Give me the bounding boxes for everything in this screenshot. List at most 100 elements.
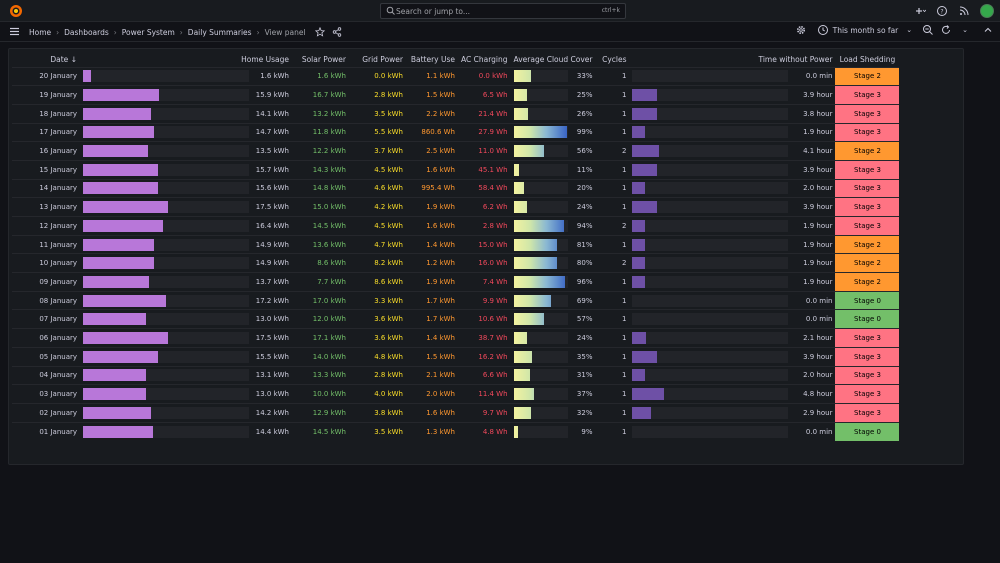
search-input[interactable]: Search or jump to... ctrl+k: [380, 3, 626, 19]
cloud-cover-bar: [513, 201, 568, 214]
battery-use-value: 1.9 kWh: [426, 203, 455, 212]
help-icon[interactable]: ?: [936, 5, 948, 17]
cycles-value: 1: [622, 296, 627, 305]
grid-power-value: 3.3 kWh: [374, 296, 403, 305]
home-usage-bar-fill: [83, 201, 168, 214]
date-cell: 07 January: [39, 315, 77, 324]
home-usage-value: 16.4 kWh: [255, 221, 289, 230]
settings-gear-icon[interactable]: [795, 24, 807, 36]
nav-bar: Home › Dashboards › Power System › Daily…: [0, 22, 1000, 42]
cloud-cover-bar: [513, 388, 568, 401]
load-shedding-cell: Stage 2: [835, 234, 900, 254]
grid-power-value: 8.6 kWh: [374, 277, 403, 286]
load-shedding-value: Stage 3: [854, 165, 881, 174]
refresh-icon[interactable]: [940, 24, 952, 36]
cloud-cover-bar-fill: [513, 406, 531, 419]
breadcrumb-dashboard[interactable]: Daily Summaries: [187, 27, 252, 37]
home-usage-value: 14.1 kWh: [255, 109, 289, 118]
time-without-power-value: 4.8 hour: [803, 390, 833, 399]
add-icon[interactable]: [914, 5, 926, 17]
cloud-cover-value: 33%: [576, 72, 593, 81]
ac-charging-value: 38.7 Wh: [478, 333, 508, 342]
battery-use-value: 1.4 kWh: [426, 333, 455, 342]
time-without-power-bar-fill: [632, 350, 658, 363]
breadcrumb-dashboards[interactable]: Dashboards: [64, 27, 109, 37]
home-usage-bar-fill: [83, 350, 158, 363]
column-header-solar-power[interactable]: Solar Power: [301, 54, 346, 64]
breadcrumb-folder[interactable]: Power System: [121, 27, 175, 37]
user-avatar[interactable]: [980, 4, 994, 18]
ac-charging-value: 9.9 Wh: [482, 296, 508, 305]
column-header-ac-charging[interactable]: AC Charging: [461, 54, 508, 64]
cloud-cover-bar: [513, 107, 568, 120]
cloud-cover-value: 35%: [576, 352, 593, 361]
time-without-power-bar: [632, 70, 789, 83]
time-without-power-bar-fill: [632, 163, 658, 176]
home-usage-value: 14.7 kWh: [255, 128, 289, 137]
ac-charging-value: 7.4 Wh: [482, 277, 508, 286]
breadcrumb-home[interactable]: Home: [29, 27, 52, 37]
time-without-power-bar-fill: [632, 275, 645, 288]
load-shedding-cell: Stage 3: [835, 122, 900, 142]
menu-icon[interactable]: [9, 26, 20, 37]
load-shedding-value: Stage 3: [854, 333, 881, 342]
column-header-cycles[interactable]: Cycles: [602, 54, 627, 64]
time-without-power-bar-fill: [632, 331, 647, 344]
column-header-battery-use[interactable]: Battery Use: [410, 54, 455, 64]
home-usage-bar-fill: [83, 182, 158, 195]
column-header-load-shedding[interactable]: Load Shedding: [839, 54, 896, 64]
home-usage-value: 13.1 kWh: [255, 371, 289, 380]
load-shedding-value: Stage 3: [854, 408, 881, 417]
grid-power-value: 3.8 kWh: [374, 408, 403, 417]
load-shedding-value: Stage 0: [854, 315, 881, 324]
solar-power-value: 14.8 kWh: [312, 184, 346, 193]
time-without-power-bar: [632, 275, 789, 288]
home-usage-bar: [83, 406, 249, 419]
ac-charging-value: 58.4 Wh: [478, 184, 508, 193]
zoom-out-icon[interactable]: [922, 24, 934, 36]
column-header-date[interactable]: Date ↓: [50, 54, 77, 64]
load-shedding-cell: Stage 2: [835, 272, 900, 292]
time-without-power-value: 1.9 hour: [803, 277, 833, 286]
grafana-logo-icon[interactable]: [9, 4, 23, 18]
grid-power-value: 3.6 kWh: [374, 315, 403, 324]
time-without-power-bar: [632, 163, 789, 176]
date-cell: 15 January: [39, 165, 77, 174]
home-usage-bar-fill: [83, 219, 163, 232]
star-icon[interactable]: [314, 27, 325, 37]
ac-charging-value: 11.4 Wh: [478, 390, 508, 399]
share-icon[interactable]: [332, 27, 342, 37]
cloud-cover-bar-fill: [513, 89, 528, 102]
breadcrumb-current: View panel: [264, 27, 306, 37]
table-row: 13 January 17.5 kWh 15.0 kWh 4.2 kWh 1.9 kWh…: [12, 197, 900, 217]
home-usage-bar: [83, 145, 249, 158]
refresh-interval-chevron-icon[interactable]: ⌄: [962, 26, 968, 34]
column-header-time-without-power[interactable]: Time without Power: [758, 54, 833, 64]
cloud-cover-bar: [513, 163, 568, 176]
cloud-cover-bar-fill: [513, 70, 532, 83]
table-row: 04 January 13.1 kWh 13.3 kWh 2.8 kWh 2.1 kWh…: [12, 365, 900, 385]
time-range-picker[interactable]: This month so far ⌄: [813, 24, 917, 36]
news-feed-icon[interactable]: [958, 5, 970, 17]
time-without-power-bar-fill: [632, 126, 645, 139]
top-bar-actions: ?: [914, 3, 994, 19]
collapse-chevron-up-icon[interactable]: [982, 24, 994, 36]
column-header-grid-power[interactable]: Grid Power: [362, 54, 403, 64]
load-shedding-value: Stage 3: [854, 184, 881, 193]
battery-use-value: 1.7 kWh: [426, 296, 455, 305]
time-without-power-bar: [632, 238, 789, 251]
solar-power-value: 17.0 kWh: [312, 296, 346, 305]
chevron-down-icon: ⌄: [906, 26, 913, 34]
grid-power-value: 4.5 kWh: [374, 165, 403, 174]
cloud-cover-value: 24%: [576, 203, 593, 212]
solar-power-value: 14.5 kWh: [312, 221, 346, 230]
home-usage-value: 15.7 kWh: [255, 165, 289, 174]
column-header-cloud-cover[interactable]: Average Cloud Cover: [513, 54, 593, 64]
cloud-cover-bar-fill: [513, 350, 533, 363]
time-without-power-value: 0.0 min: [805, 72, 833, 81]
date-cell: 06 January: [39, 333, 77, 342]
home-usage-bar: [83, 107, 249, 120]
column-header-home-usage[interactable]: Home Usage: [241, 54, 289, 64]
load-shedding-value: Stage 2: [854, 240, 881, 249]
time-without-power-value: 4.1 hour: [803, 147, 833, 156]
